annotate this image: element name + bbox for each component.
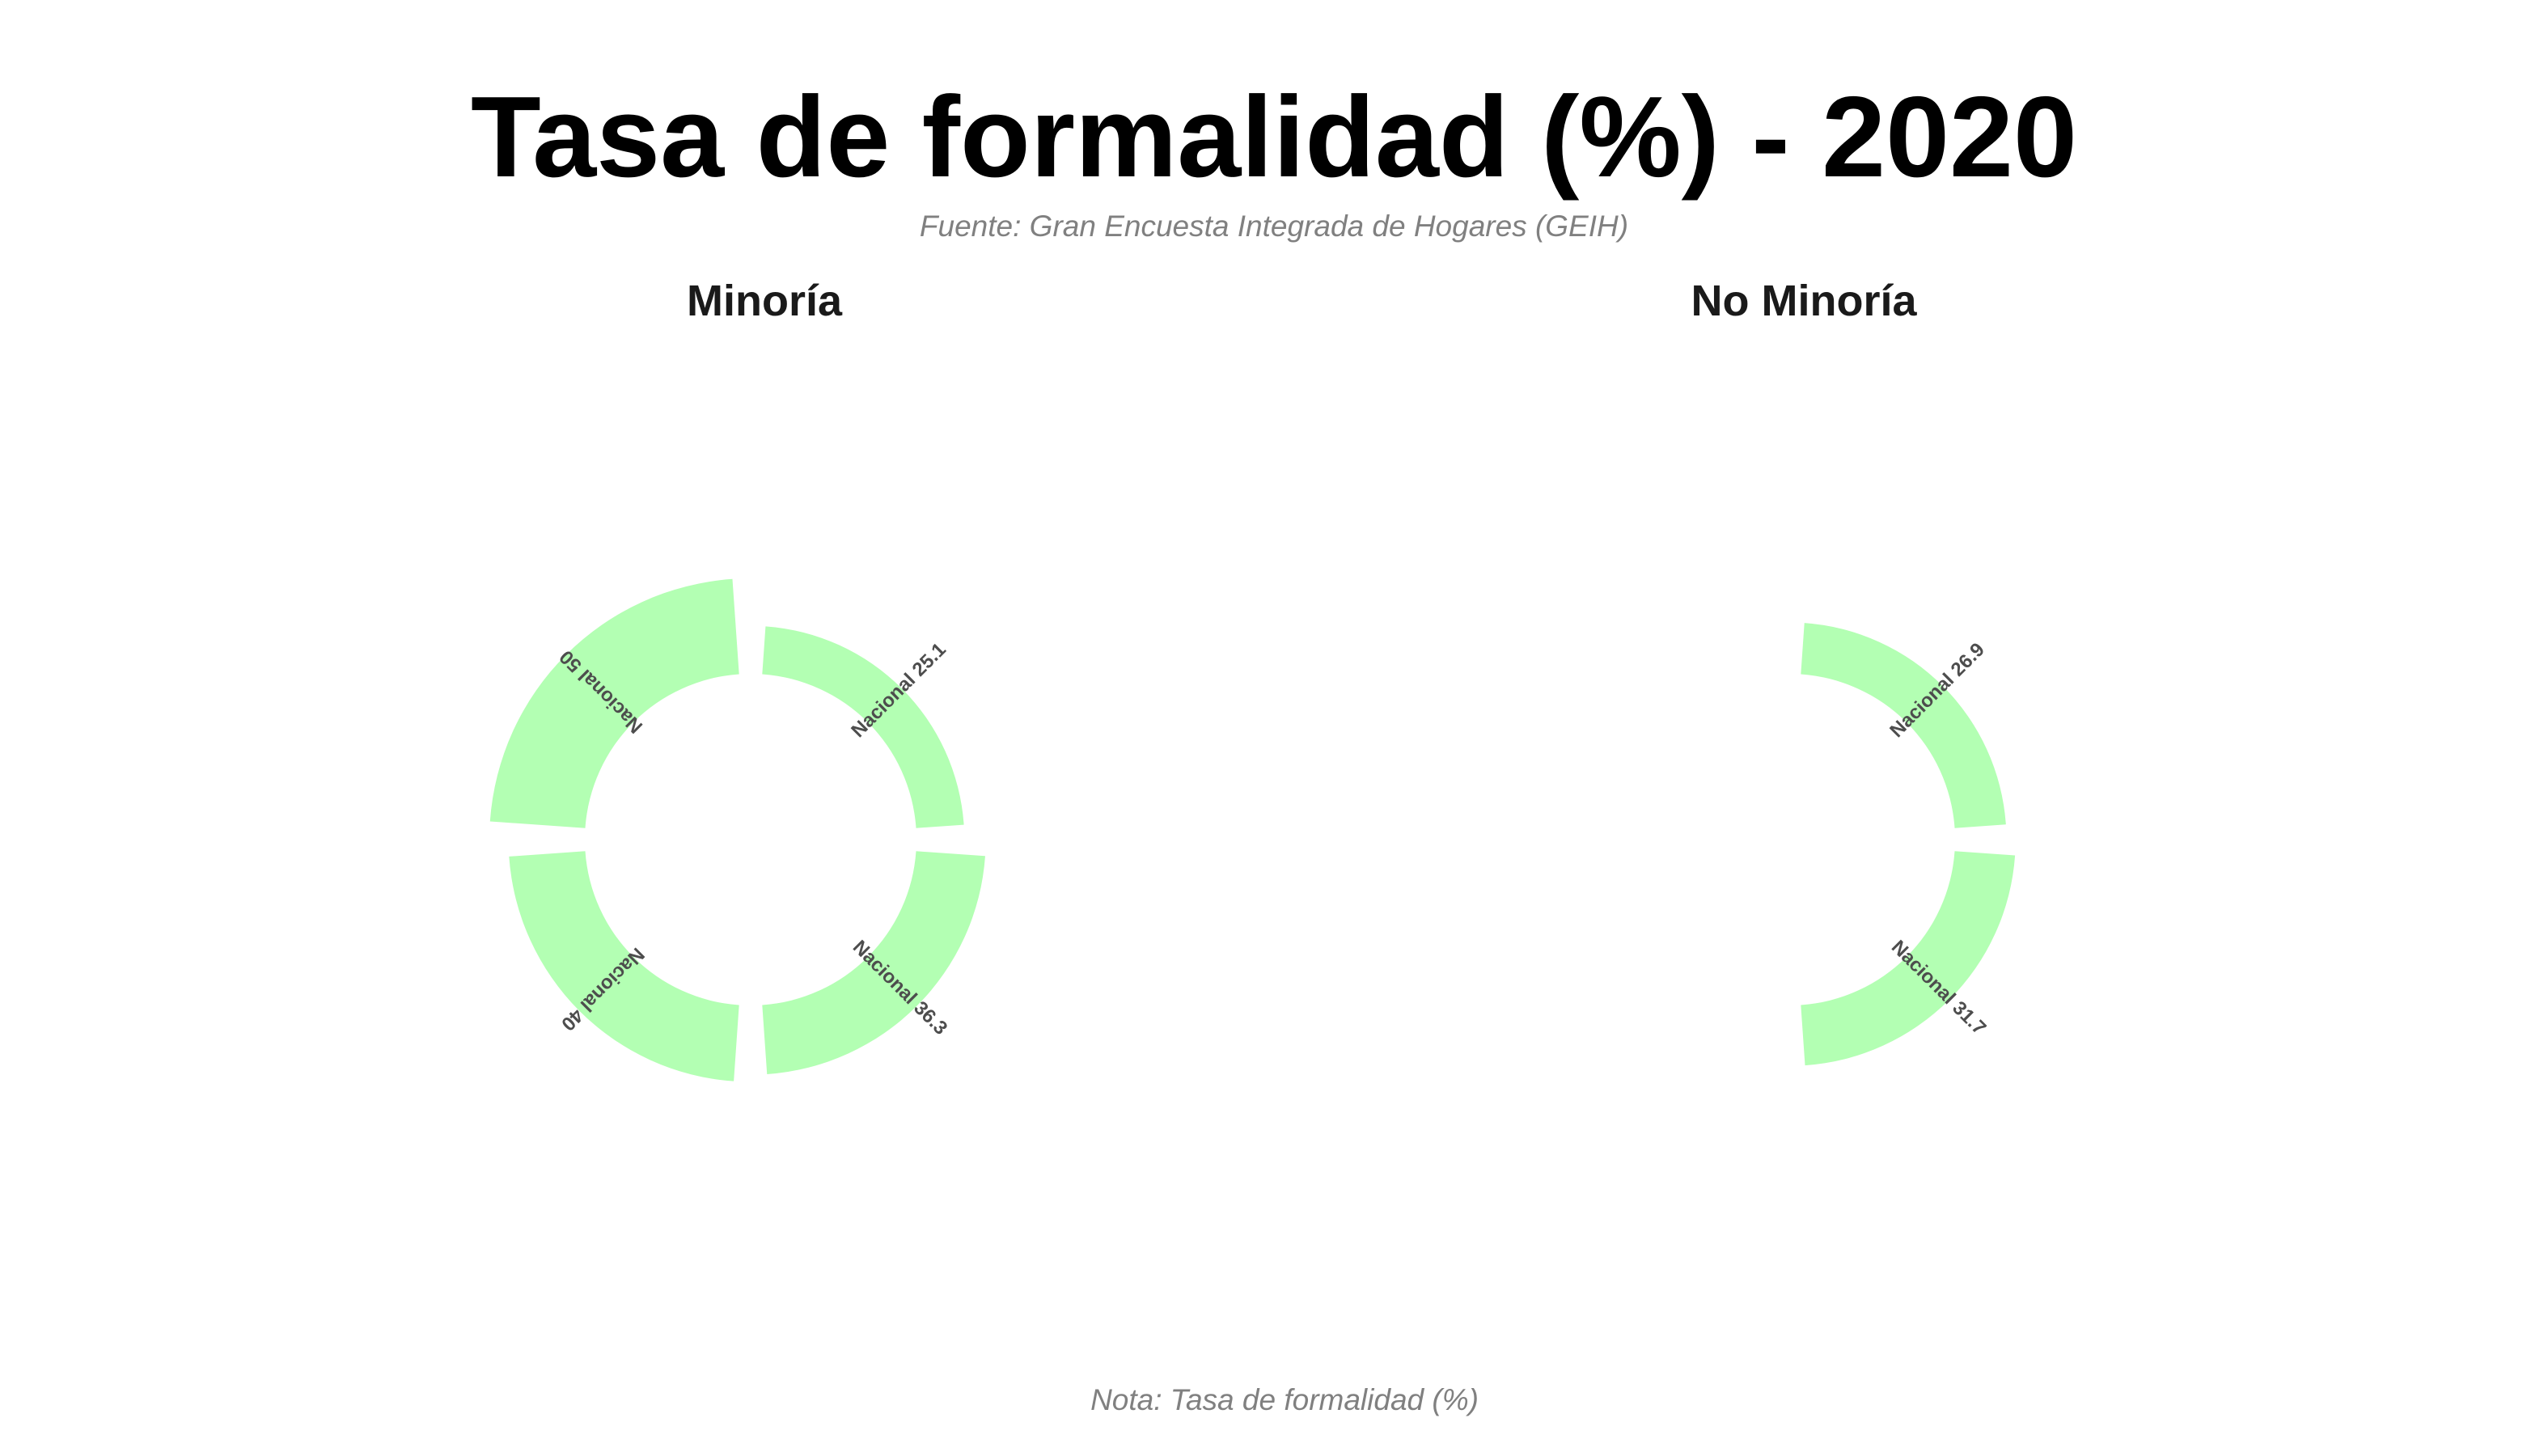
- segment-no-minoria-2: [1801, 851, 2016, 1066]
- chart-caption: Nota: Tasa de formalidad (%): [1090, 1383, 1479, 1416]
- segment-minoria-1: [762, 626, 964, 828]
- panel-title-minoria: Minoría: [687, 277, 843, 325]
- segment-no-minoria-1: [1801, 623, 2006, 828]
- segment-minoria-4: [489, 578, 739, 828]
- chart-title: Tasa de formalidad (%) - 2020: [471, 73, 2077, 201]
- segment-minoria-3: [509, 851, 739, 1081]
- chart-subtitle: Fuente: Gran Encuesta Integrada de Hogar…: [920, 210, 1628, 243]
- segment-minoria-2: [762, 851, 985, 1074]
- panel-title-no-minoria: No Minoría: [1691, 277, 1918, 325]
